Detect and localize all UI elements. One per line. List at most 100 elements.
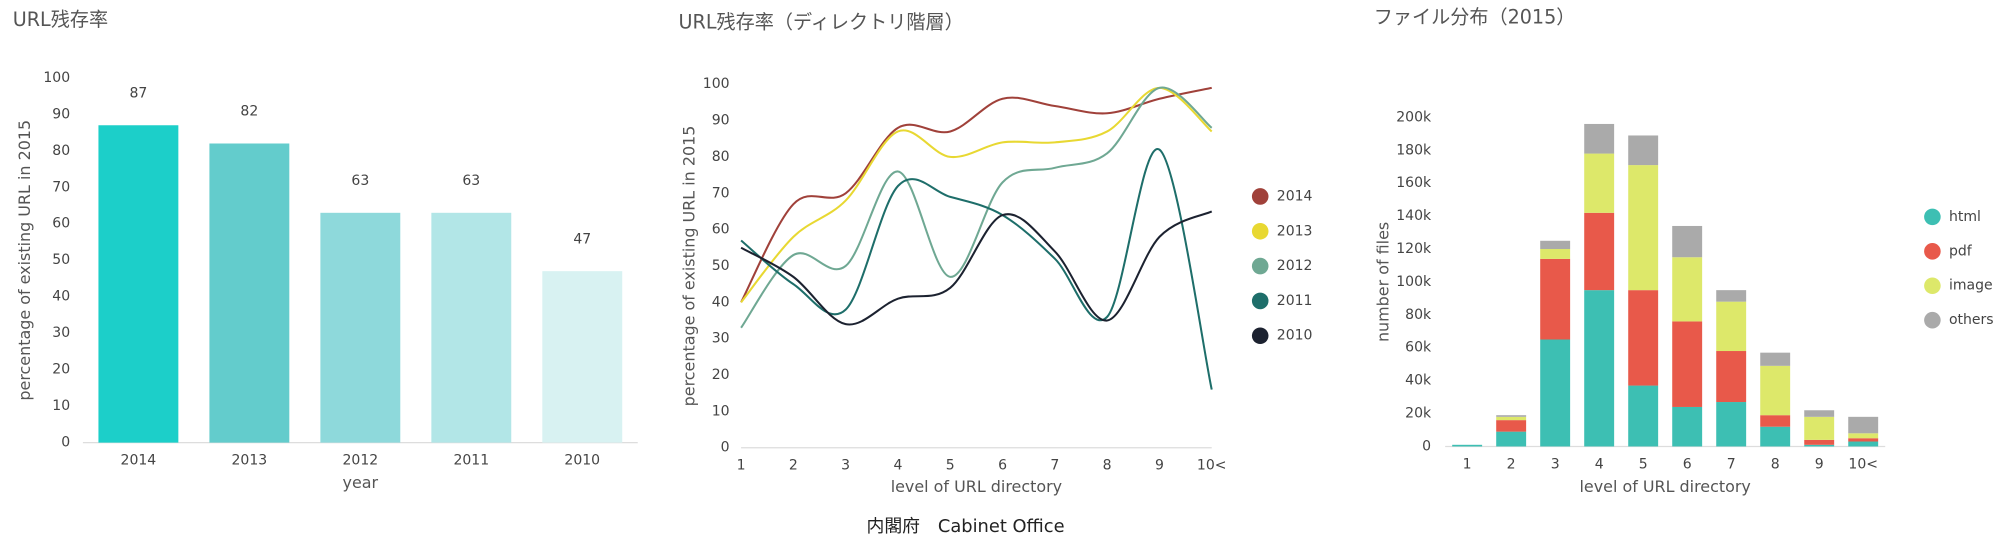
y-tick-label: 40 [712,294,730,310]
x-tick-label: 2013 [232,452,268,468]
y-tick-label: 10 [712,403,730,419]
bar-segment [1628,135,1659,166]
x-axis-label: year [343,473,379,492]
y-tick-label: 90 [52,106,70,122]
bar-segment [1716,402,1747,447]
bar-segment [1716,301,1747,352]
x-tick-label: 10< [1848,456,1878,472]
legend-swatch [1924,243,1941,260]
y-tick-label: 40 [52,289,70,305]
bar-segment [1628,165,1659,291]
bar-segment [1584,290,1615,447]
footer: 内閣府 Cabinet Office [867,516,1065,537]
series-line [740,86,1213,303]
bar-segment [1672,406,1703,447]
series-line [740,86,1213,329]
bar-segment [1672,257,1703,322]
x-tick-label: 10< [1197,458,1227,474]
series-line [740,210,1213,326]
data-label: 82 [240,104,258,120]
x-tick-label: 7 [1727,456,1736,472]
legend-swatch [1924,277,1941,295]
bar-segment [1848,441,1879,447]
x-tick-label: 5 [1639,456,1648,472]
bar-segment [1804,439,1835,445]
y-tick-label: 30 [52,325,70,341]
legend-swatch [1251,257,1269,275]
x-tick-label: 7 [1050,458,1059,474]
x-tick-label: 2010 [564,452,600,468]
chart-title: ファイル分布（2015） [1374,5,1576,28]
y-axis-label: percentage of existing URL in 2015 [15,120,34,401]
bar-segment [1804,444,1835,447]
bar-segment [1760,352,1791,366]
data-label: 63 [462,173,480,189]
legend-label: pdf [1949,243,1973,259]
y-tick-label: 200k [1396,109,1432,125]
bar-segment [1848,433,1879,439]
y-tick-label: 20 [52,362,70,378]
x-tick-label: 9 [1815,456,1824,472]
x-tick-label: 9 [1155,458,1164,474]
x-tick-label: 2012 [342,452,378,468]
y-tick-label: 40k [1405,373,1432,389]
legend-label: others [1949,312,1994,328]
bar-segment [1716,351,1747,403]
y-tick-label: 60 [52,216,70,232]
x-tick-label: 1 [1463,456,1472,472]
bar [98,125,179,443]
bar-segment [1672,321,1703,407]
bar-segment [1496,420,1527,432]
bar-segment [1584,153,1615,213]
x-tick-label: 8 [1771,456,1780,472]
data-label: 63 [351,173,369,189]
y-tick-label: 60 [712,222,730,238]
legend-label: 2010 [1277,328,1313,344]
bar [542,271,623,443]
bar-segment [1848,438,1879,442]
y-tick-label: 50 [52,252,70,268]
y-tick-label: 140k [1396,208,1432,224]
y-tick-label: 80k [1405,307,1432,323]
y-tick-label: 0 [1422,438,1431,454]
bar-segment [1716,290,1747,302]
x-tick-label: 3 [841,458,850,474]
bar-segment [1760,426,1791,447]
legend-label: 2011 [1277,293,1313,309]
y-tick-label: 20 [712,367,730,383]
x-tick-label: 6 [1683,456,1692,472]
x-tick-label: 4 [1595,456,1604,472]
legend-label: image [1949,278,1993,294]
x-tick-label: 2014 [121,452,157,468]
y-tick-label: 80 [712,149,730,165]
y-tick-label: 30 [712,331,730,347]
bar-segment [1628,385,1659,447]
x-tick-label: 8 [1103,458,1112,474]
legend-swatch [1251,222,1269,240]
y-tick-label: 100k [1396,274,1432,290]
bar [431,212,512,443]
y-tick-label: 0 [61,435,70,451]
x-tick-label: 5 [946,458,955,474]
bar-segment [1540,249,1571,259]
legend-label: html [1949,209,1981,225]
legend-swatch [1924,208,1941,226]
bar-segment [1804,410,1835,417]
y-tick-label: 0 [721,440,730,456]
bar-segment [1540,258,1571,340]
bar-segment [1848,416,1879,434]
series-line [740,86,1212,303]
chart-title: URL残存率（ディレクトリ階層） [679,10,964,33]
x-tick-label: 4 [893,458,902,474]
legend-label: 2014 [1277,188,1313,204]
bar [209,143,290,443]
x-tick-label: 2011 [453,452,489,468]
bar-segment [1628,290,1659,386]
bar-segment [1452,444,1483,447]
bar-segment [1584,123,1615,154]
bar-segment [1540,339,1571,447]
data-label: 47 [573,231,591,247]
legend-swatch [1251,188,1269,205]
data-label: 87 [129,85,147,101]
y-axis-label: percentage of existing URL in 2015 [680,126,699,407]
